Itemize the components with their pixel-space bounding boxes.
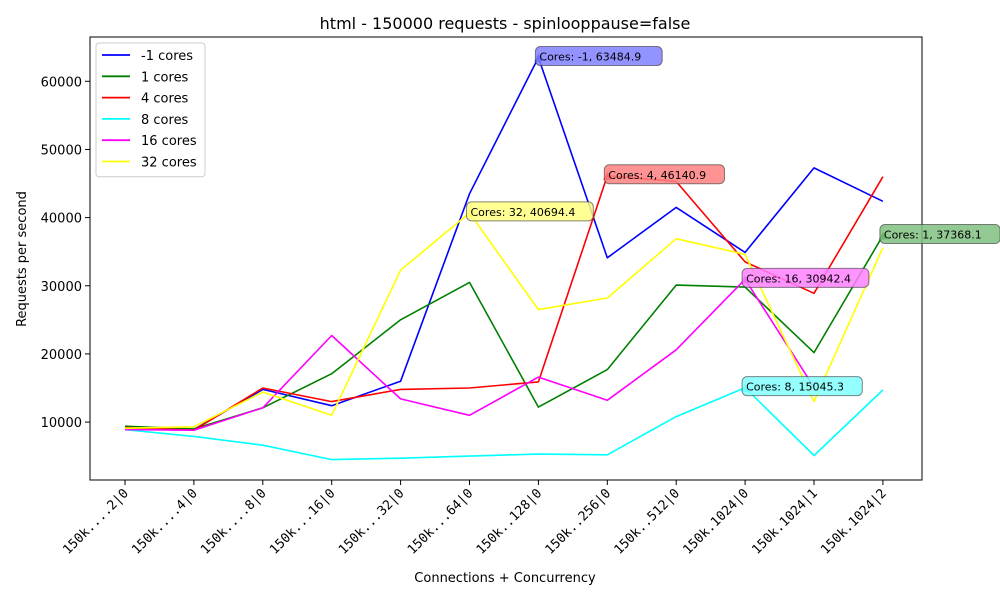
- y-axis: 10000 20000 30000 40000 50000 60000: [41, 75, 90, 431]
- legend-entry: 32 cores: [141, 156, 197, 171]
- series-line-8-cores: [124, 386, 884, 461]
- x-tick-label: 150k...16|0: [267, 486, 338, 557]
- x-tick-label: 150k...32|0: [336, 486, 407, 557]
- annotation-box: [741, 376, 863, 397]
- x-tick-label: 150k..512|0: [612, 486, 683, 557]
- x-tick-label: 150k.1024|1: [749, 486, 820, 557]
- annotation-box: [534, 46, 663, 67]
- legend-entry: 4 cores: [141, 92, 189, 107]
- legend-entry: 8 cores: [141, 113, 189, 128]
- chart-title: html - 150000 requests - spinlooppause=f…: [320, 14, 691, 33]
- annotation-box: [879, 224, 1000, 245]
- x-tick-label: 150k...64|0: [405, 486, 476, 557]
- x-axis-label: Connections + Concurrency: [414, 571, 596, 586]
- annotation-label: Cores: 8, 15045.3: [746, 381, 844, 394]
- annotation-layer: Cores: -1, 63484.9 Cores: 4, 46140.9 Cores…: [465, 46, 1000, 397]
- annotation-label: Cores: 16, 30942.4: [746, 272, 851, 285]
- plot-frame: [89, 36, 923, 481]
- annotation-box: [603, 164, 725, 185]
- x-tick-label: 150k.1024|2: [818, 486, 889, 557]
- series-line-16-cores: [124, 278, 815, 432]
- annotation-label: Cores: 1, 37368.1: [884, 229, 982, 242]
- series-layer: [124, 56, 884, 461]
- y-tick-label: 10000: [41, 416, 82, 431]
- annotation-label: Cores: 32, 40694.4: [471, 206, 576, 219]
- x-tick-label: 150k..128|0: [474, 486, 545, 557]
- annotation-label: Cores: 4, 46140.9: [608, 169, 706, 182]
- y-tick-label: 30000: [41, 280, 82, 295]
- y-tick-label: 50000: [41, 143, 82, 158]
- series-line--1-cores: [125, 56, 884, 431]
- legend-entry: -1 cores: [141, 49, 193, 64]
- x-tick-label: 150k....2|0: [60, 486, 131, 557]
- y-tick-label: 60000: [41, 75, 82, 90]
- y-tick-label: 20000: [41, 348, 82, 363]
- x-tick-label: 150k....4|0: [129, 486, 200, 557]
- legend-entry: 16 cores: [141, 134, 197, 149]
- annotation-box: [466, 201, 594, 222]
- legend-entry: 1 cores: [141, 70, 189, 85]
- x-tick-label: 150k..256|0: [543, 486, 614, 557]
- x-axis: 150k....2|0150k....4|0150k....8|0150k...…: [60, 480, 890, 558]
- y-axis-label: Requests per second: [15, 191, 30, 327]
- annotation-label: Cores: -1, 63484.9: [539, 51, 641, 64]
- annotation-box: [741, 267, 870, 288]
- y-tick-label: 40000: [41, 212, 82, 227]
- x-tick-label: 150k.1024|0: [680, 486, 751, 557]
- x-tick-label: 150k....8|0: [198, 486, 269, 557]
- legend: -1 cores 1 cores 4 cores 8 cores 16 cores 32 …: [95, 42, 206, 178]
- series-line-4-cores: [124, 175, 884, 432]
